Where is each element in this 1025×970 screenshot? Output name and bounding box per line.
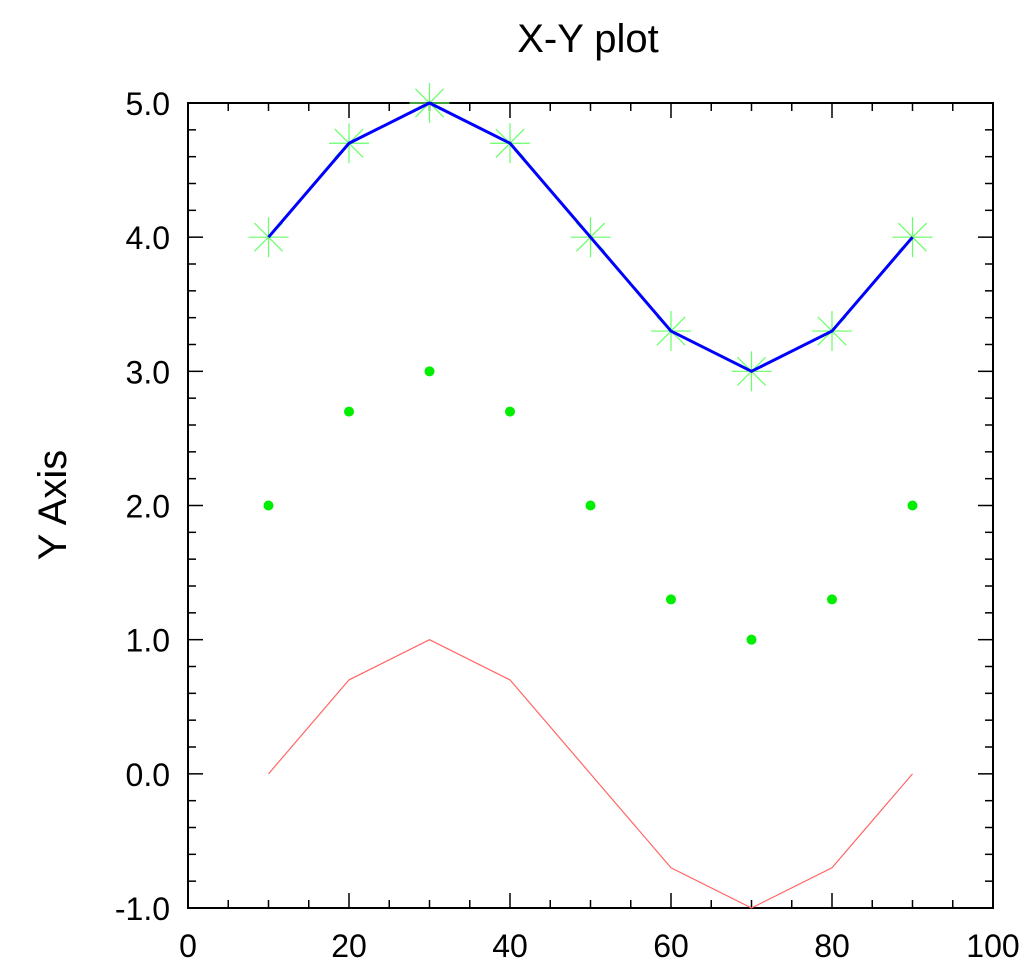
plot-area: 0 20 40 60 80 100 -1.0 0.0 1.0 2.0 3.0 4.0 5.0 — [115, 83, 1020, 964]
y-tick-label: -1.0 — [115, 891, 170, 927]
series-2-point — [263, 500, 274, 511]
series-2-point — [666, 594, 676, 605]
y-tick-label: 0.0 — [126, 757, 170, 793]
y-tick-label: 2.0 — [126, 489, 170, 525]
series-2-point — [907, 500, 918, 511]
x-tick-label: 40 — [492, 928, 528, 964]
series-2-point — [424, 366, 435, 377]
y-tick-label: 4.0 — [126, 220, 170, 256]
x-tick-label: 0 — [179, 928, 197, 964]
series-2-point — [746, 634, 757, 645]
chart-title: X-Y plot — [517, 17, 659, 61]
x-tick-label: 100 — [966, 928, 1019, 964]
y-tick-label: 3.0 — [126, 354, 170, 390]
series-2-point — [585, 500, 596, 511]
y-tick-label: 1.0 — [126, 623, 170, 659]
series-2-point — [505, 406, 515, 417]
series-1-line — [267, 101, 914, 373]
y-axis-label: Y Axis — [31, 450, 75, 560]
asterisk-marker — [892, 217, 933, 258]
x-tick-label: 20 — [331, 928, 367, 964]
x-tick-label: 60 — [653, 928, 689, 964]
y-tick-label: 5.0 — [126, 86, 170, 122]
x-tick-label: 80 — [814, 928, 850, 964]
series-2-point — [344, 406, 354, 417]
series-2-point — [827, 594, 837, 605]
series-3-line — [268, 638, 913, 909]
